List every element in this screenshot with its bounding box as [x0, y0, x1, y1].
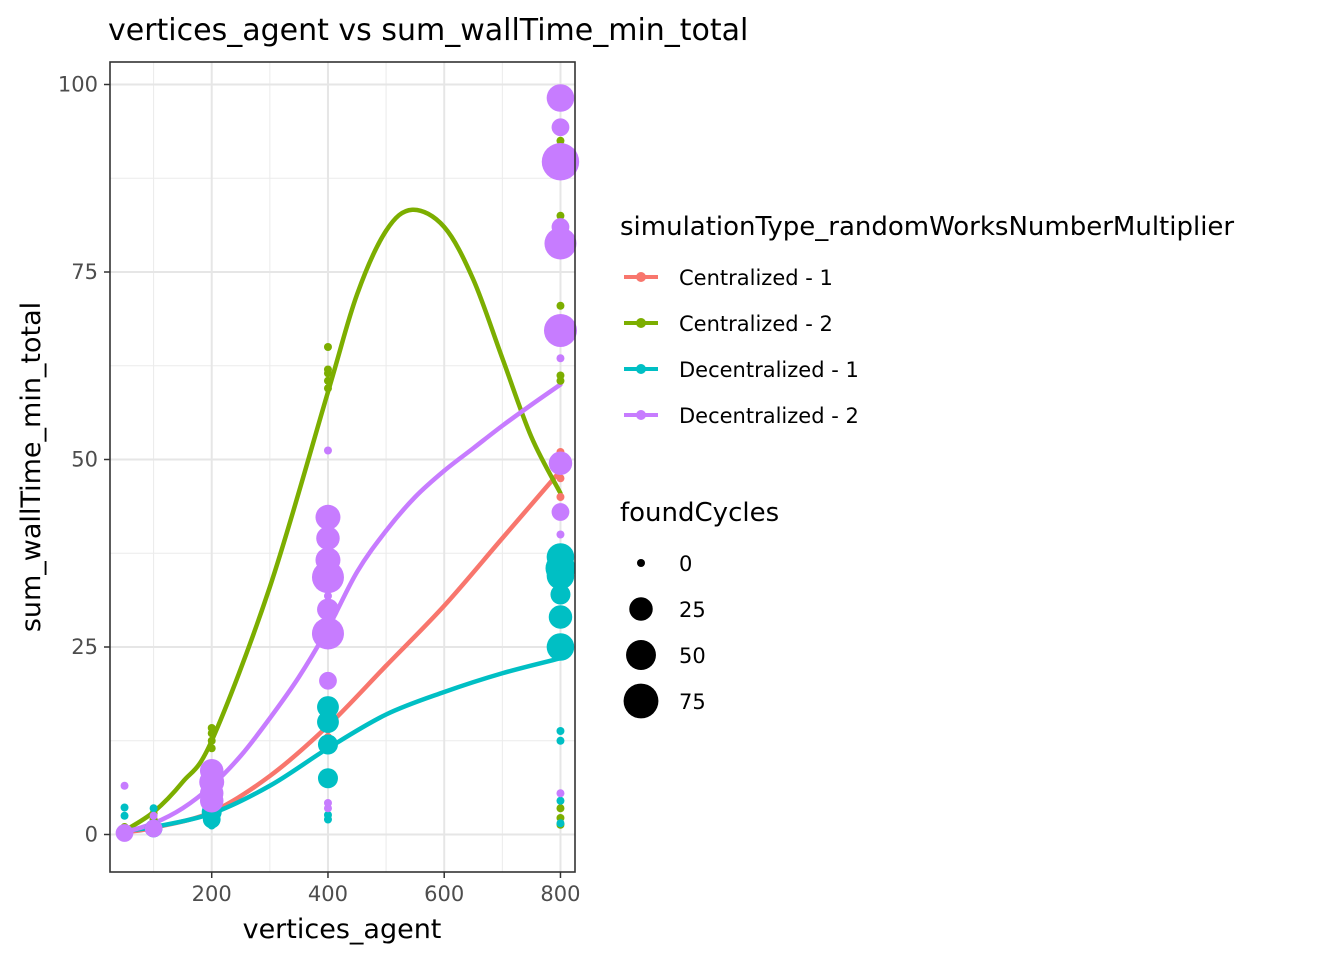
scatter-point	[311, 617, 344, 650]
scatter-point	[207, 744, 216, 753]
size-legend-label: 75	[679, 690, 706, 714]
color-legend: simulationType_randomWorksNumberMultipli…	[620, 212, 1234, 428]
scatter-point	[315, 547, 341, 573]
x-axis-ticks: 200 400 600 800	[192, 872, 581, 906]
scatter-point	[556, 789, 565, 798]
scatter-point	[556, 211, 565, 220]
scatter-point	[120, 803, 129, 812]
scatter-point	[323, 799, 332, 807]
x-tick-label: 400	[308, 882, 348, 906]
legend-key-point	[636, 410, 646, 420]
legend-label: Decentralized - 2	[679, 404, 859, 428]
scatter-point	[323, 384, 332, 393]
scatter-point	[548, 605, 573, 629]
scatter-point	[115, 824, 134, 842]
scatter-point	[556, 727, 565, 735]
y-axis-title: sum_wallTime_min_total	[16, 302, 47, 632]
scatter-point	[548, 451, 573, 475]
y-axis-ticks: 0 25 50 75 100	[58, 73, 110, 847]
scatter-point	[199, 759, 224, 783]
x-axis-title: vertices_agent	[243, 914, 442, 945]
size-legend-key	[623, 683, 659, 719]
smooth-line	[122, 382, 563, 835]
scatter-point	[144, 819, 163, 838]
size-legend-title: foundCycles	[620, 498, 779, 528]
size-legend-label: 25	[679, 598, 706, 622]
scatter-point	[556, 530, 565, 539]
scatter-point	[323, 376, 332, 385]
scatter-point	[207, 736, 216, 745]
legend-key-point	[636, 318, 646, 328]
x-tick-label: 800	[540, 882, 580, 906]
scatter-point	[319, 671, 337, 690]
scatter-point	[551, 503, 570, 521]
y-tick-label: 25	[71, 635, 98, 659]
scatter-point	[149, 804, 158, 813]
y-tick-label: 0	[85, 823, 98, 847]
scatter-point	[556, 819, 565, 828]
scatter-point	[323, 343, 332, 351]
scatter-point	[315, 504, 341, 530]
smooth-line	[122, 207, 563, 833]
scatter-point	[323, 446, 332, 455]
scatter-points	[115, 84, 580, 842]
scatter-point	[546, 633, 575, 661]
legend-label: Centralized - 2	[679, 312, 833, 336]
scatter-point	[323, 365, 332, 374]
y-tick-label: 50	[71, 448, 98, 472]
scatter-point	[317, 734, 338, 755]
scatter-point	[207, 724, 216, 732]
scatter-point	[316, 526, 340, 550]
scatter-point	[556, 493, 565, 501]
chart-title: vertices_agent vs sum_wallTime_min_total	[108, 13, 748, 48]
size-legend-key	[629, 597, 653, 621]
scatter-point	[556, 474, 565, 483]
scatter-point	[550, 584, 571, 605]
scatter-point	[551, 218, 570, 236]
y-tick-label: 100	[58, 73, 98, 97]
x-tick-label: 200	[192, 882, 232, 906]
scatter-point	[556, 354, 565, 363]
scatter-point	[556, 301, 565, 310]
plot-border	[109, 61, 576, 873]
scatter-point	[149, 811, 158, 820]
scatter-point	[556, 136, 565, 145]
scatter-point	[543, 314, 577, 347]
scatter-point	[541, 143, 580, 181]
size-legend-key	[626, 640, 656, 670]
scatter-point	[544, 227, 577, 260]
scatter-point	[317, 768, 338, 789]
scatter-point	[120, 811, 129, 820]
scatter-point	[556, 796, 565, 805]
size-legend-label: 0	[679, 552, 692, 576]
scatter-point	[317, 696, 339, 718]
scatter-point	[317, 598, 339, 621]
scatter-point	[556, 804, 565, 813]
scatter-point	[120, 781, 129, 790]
scatter-point	[556, 736, 565, 745]
scatter-point	[556, 371, 565, 380]
legend-label: Centralized - 1	[679, 266, 833, 290]
legend-key-point	[636, 272, 646, 282]
scatter-point	[317, 711, 339, 733]
plot-background	[110, 62, 575, 872]
y-tick-label: 75	[71, 260, 98, 284]
x-tick-label: 600	[424, 882, 464, 906]
scatter-point	[546, 543, 575, 571]
scatter-point	[546, 84, 575, 112]
legend-label: Decentralized - 1	[679, 358, 859, 382]
color-legend-title: simulationType_randomWorksNumberMultipli…	[620, 212, 1234, 242]
scatter-point	[323, 811, 332, 819]
size-legend-key	[637, 559, 645, 567]
scatter-point	[323, 592, 332, 600]
size-legend: foundCycles 0 25 50 75	[620, 498, 779, 719]
legend-key-point	[636, 364, 646, 374]
size-legend-label: 50	[679, 644, 706, 668]
plot-panel	[109, 61, 580, 873]
scatter-point	[551, 118, 570, 137]
